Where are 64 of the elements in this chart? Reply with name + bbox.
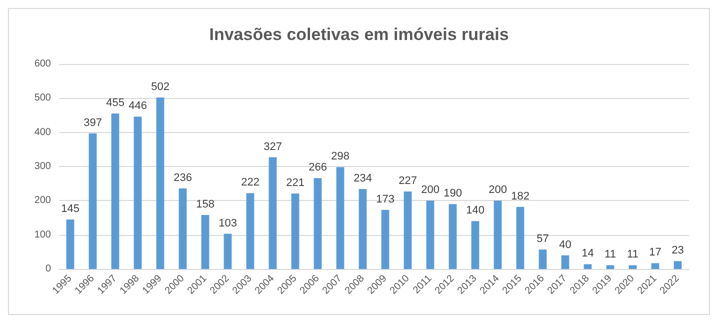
- bar: [628, 265, 637, 269]
- bar: [268, 157, 277, 269]
- y-tick-label: 200: [34, 195, 52, 206]
- bar: [224, 234, 232, 269]
- data-label: 103: [218, 217, 237, 230]
- bar: [538, 250, 547, 269]
- data-label: 200: [488, 184, 507, 196]
- bar: [291, 193, 300, 269]
- bar: [246, 193, 254, 269]
- data-label: 17: [649, 246, 662, 259]
- y-tick-label: 100: [34, 229, 52, 240]
- bar: [404, 191, 412, 269]
- bar: [426, 200, 434, 269]
- bar: [134, 116, 142, 269]
- data-label: 40: [559, 238, 572, 251]
- data-label: 200: [421, 184, 440, 196]
- data-label: 140: [466, 204, 484, 217]
- data-label: 145: [61, 202, 80, 215]
- y-tick-label: 300: [34, 161, 52, 172]
- bar: [88, 133, 97, 269]
- data-label: 182: [511, 190, 530, 202]
- data-label: 455: [106, 97, 124, 110]
- bar: [111, 114, 120, 269]
- chart-title: Invasões coletivas em imóveis rurais: [209, 25, 509, 44]
- data-label: 266: [308, 162, 327, 174]
- data-label: 11: [627, 248, 638, 261]
- data-label: 446: [128, 100, 147, 112]
- data-label: 221: [286, 176, 304, 189]
- data-label: 23: [672, 244, 684, 257]
- bar: [156, 97, 164, 269]
- data-label: 234: [354, 172, 372, 185]
- bar: [358, 189, 367, 269]
- bar: [201, 215, 210, 269]
- bar: [314, 178, 322, 269]
- data-label: 11: [604, 248, 616, 261]
- bar: [674, 261, 682, 269]
- bar: [448, 204, 457, 269]
- data-label: 227: [398, 174, 417, 187]
- data-label: 502: [151, 80, 170, 93]
- y-tick-label: 500: [34, 92, 52, 104]
- bar: [381, 210, 390, 269]
- data-label: 57: [536, 233, 549, 246]
- bar: [336, 167, 344, 269]
- bar: [494, 200, 502, 269]
- bar: [584, 264, 592, 269]
- bar: [178, 188, 187, 269]
- data-label: 236: [174, 172, 192, 184]
- bar: [651, 263, 660, 269]
- data-label: 298: [331, 150, 350, 163]
- bar: [516, 206, 524, 269]
- y-tick-label: 600: [34, 58, 52, 70]
- data-label: 158: [196, 198, 214, 211]
- data-label: 14: [582, 248, 594, 260]
- data-label: 397: [84, 116, 102, 129]
- y-tick-label: 0: [45, 264, 52, 274]
- bar: [471, 221, 480, 269]
- data-label: 173: [376, 193, 394, 206]
- bar: [66, 219, 74, 269]
- bar: [606, 265, 614, 269]
- data-label: 327: [264, 140, 282, 153]
- bar: [561, 255, 570, 269]
- data-label: 190: [444, 188, 462, 200]
- y-tick-label: 400: [34, 126, 52, 138]
- data-label: 222: [241, 176, 260, 189]
